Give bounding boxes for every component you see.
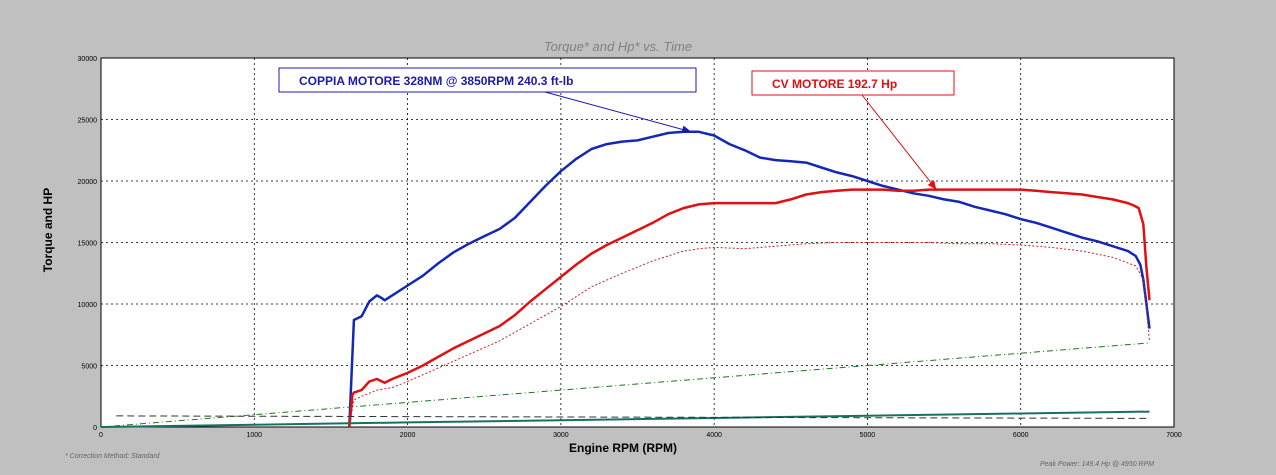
y-tick-label: 25000: [78, 118, 98, 125]
series-line-6: [116, 415, 1150, 419]
y-tick-label: 0: [93, 425, 97, 432]
x-tick-label: 6000: [1013, 432, 1029, 439]
series-line-2: [348, 188, 1151, 428]
annotation-layer: COPPIA MOTORE 328NM @ 3850RPM 240.3 ft-l…: [278, 67, 955, 190]
annotation-label-1: COPPIA MOTORE 328NM @ 3850RPM 240.3 ft-l…: [299, 74, 573, 88]
annotation-box-1: [278, 67, 697, 93]
annotation-arrowhead-1: [681, 125, 692, 134]
annotation-box-2: [751, 70, 955, 96]
y-tick-label: 10000: [78, 302, 98, 309]
y-axis-label: Torque and HP: [41, 188, 55, 272]
annotation-label-2: CV MOTORE 192.7 Hp: [772, 77, 897, 91]
series-line-3: [348, 242, 1150, 428]
y-tick-label: 15000: [78, 241, 98, 248]
x-axis-label: Engine RPM (RPM): [569, 441, 677, 455]
tick-labels: 0 1000 2000 3000 4000 5000 6000 7000 0 5000 10000 1…: [78, 56, 1182, 439]
x-tick-label: 7000: [1166, 432, 1182, 439]
annotation-arrow-1: [544, 91, 692, 133]
x-tick-label: 2000: [400, 432, 416, 439]
y-tick-label: 20000: [78, 179, 98, 186]
x-tick-label: 4000: [706, 432, 722, 439]
footnote-peak-power: Peak Power: 149.4 Hp @ 4950 RPM: [1040, 461, 1154, 468]
series-line-5: [100, 410, 1150, 428]
series-line-4: [100, 342, 1150, 428]
y-tick-label: 5000: [81, 364, 97, 371]
x-tick-label: 3000: [553, 432, 569, 439]
annotation-arrowhead-2: [927, 180, 937, 190]
x-tick-label: 5000: [860, 432, 876, 439]
footnote-correction: * Correction Method: Standard: [65, 453, 161, 460]
y-tick-label: 30000: [78, 56, 98, 63]
x-tick-label: 1000: [246, 432, 262, 439]
series-line-1: [348, 130, 1151, 428]
x-tick-label: 0: [99, 432, 103, 439]
series-layer: [100, 130, 1151, 428]
chart-title: Torque* and Hp* vs. Time: [544, 39, 692, 54]
annotation-arrow-2: [861, 94, 937, 190]
grid: [101, 58, 1174, 427]
